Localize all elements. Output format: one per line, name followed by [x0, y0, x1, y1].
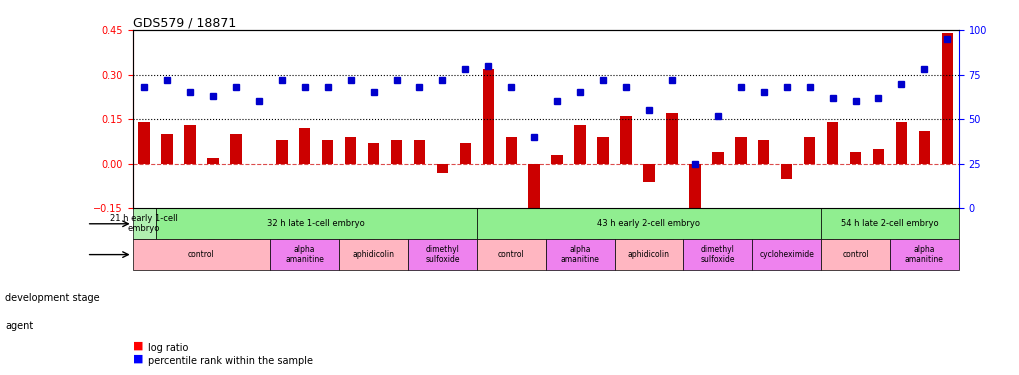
Bar: [918, 131, 929, 164]
Text: percentile rank within the sample: percentile rank within the sample: [148, 356, 313, 366]
Bar: [781, 164, 792, 178]
Bar: [414, 140, 425, 164]
Bar: [436, 164, 447, 173]
Bar: [344, 137, 356, 164]
Text: 43 h early 2-cell embryo: 43 h early 2-cell embryo: [597, 219, 700, 228]
FancyBboxPatch shape: [889, 239, 958, 270]
FancyBboxPatch shape: [270, 239, 338, 270]
Text: alpha
amanitine: alpha amanitine: [560, 245, 599, 264]
Bar: [872, 149, 883, 164]
Text: control: control: [497, 250, 524, 259]
FancyBboxPatch shape: [132, 209, 156, 239]
Text: agent: agent: [5, 321, 34, 331]
Bar: [207, 158, 218, 164]
Text: aphidicolin: aphidicolin: [628, 250, 669, 259]
Bar: [941, 33, 952, 164]
FancyBboxPatch shape: [132, 239, 270, 270]
Bar: [390, 140, 401, 164]
Bar: [460, 143, 471, 164]
Text: alpha
amanitine: alpha amanitine: [904, 245, 943, 264]
Text: dimethyl
sulfoxide: dimethyl sulfoxide: [700, 245, 735, 264]
FancyBboxPatch shape: [820, 209, 958, 239]
Bar: [597, 137, 608, 164]
Text: log ratio: log ratio: [148, 343, 189, 352]
Text: 54 h late 2-cell embryo: 54 h late 2-cell embryo: [841, 219, 937, 228]
FancyBboxPatch shape: [820, 239, 889, 270]
FancyBboxPatch shape: [476, 239, 545, 270]
Bar: [643, 164, 654, 182]
Bar: [551, 155, 562, 164]
FancyBboxPatch shape: [613, 239, 683, 270]
Bar: [230, 134, 242, 164]
Bar: [711, 152, 722, 164]
FancyBboxPatch shape: [545, 239, 613, 270]
Bar: [184, 125, 196, 164]
Bar: [665, 113, 677, 164]
Bar: [689, 164, 700, 229]
Bar: [826, 122, 838, 164]
Text: dimethyl
sulfoxide: dimethyl sulfoxide: [425, 245, 460, 264]
Bar: [368, 143, 379, 164]
Bar: [528, 164, 539, 220]
Bar: [757, 140, 768, 164]
FancyBboxPatch shape: [156, 209, 476, 239]
Bar: [276, 140, 287, 164]
FancyBboxPatch shape: [683, 239, 751, 270]
Bar: [735, 137, 746, 164]
Text: ■: ■: [132, 354, 143, 364]
Bar: [895, 122, 906, 164]
Bar: [139, 122, 150, 164]
Bar: [803, 137, 814, 164]
FancyBboxPatch shape: [476, 209, 820, 239]
Bar: [620, 116, 631, 164]
Text: alpha
amanitine: alpha amanitine: [285, 245, 324, 264]
Text: control: control: [842, 250, 868, 259]
Bar: [574, 125, 585, 164]
Bar: [161, 134, 172, 164]
FancyBboxPatch shape: [751, 239, 820, 270]
Text: 32 h late 1-cell embryo: 32 h late 1-cell embryo: [267, 219, 365, 228]
Text: development stage: development stage: [5, 293, 100, 303]
Text: aphidicolin: aphidicolin: [353, 250, 394, 259]
Text: cycloheximide: cycloheximide: [758, 250, 813, 259]
Text: GDS579 / 18871: GDS579 / 18871: [132, 17, 235, 30]
Bar: [299, 128, 310, 164]
Text: control: control: [187, 250, 215, 259]
FancyBboxPatch shape: [338, 239, 408, 270]
Text: ■: ■: [132, 341, 143, 351]
Bar: [482, 69, 493, 164]
Bar: [849, 152, 860, 164]
Bar: [505, 137, 517, 164]
FancyBboxPatch shape: [408, 239, 476, 270]
Text: 21 h early 1-cell
embryо: 21 h early 1-cell embryо: [110, 214, 178, 234]
Bar: [322, 140, 333, 164]
